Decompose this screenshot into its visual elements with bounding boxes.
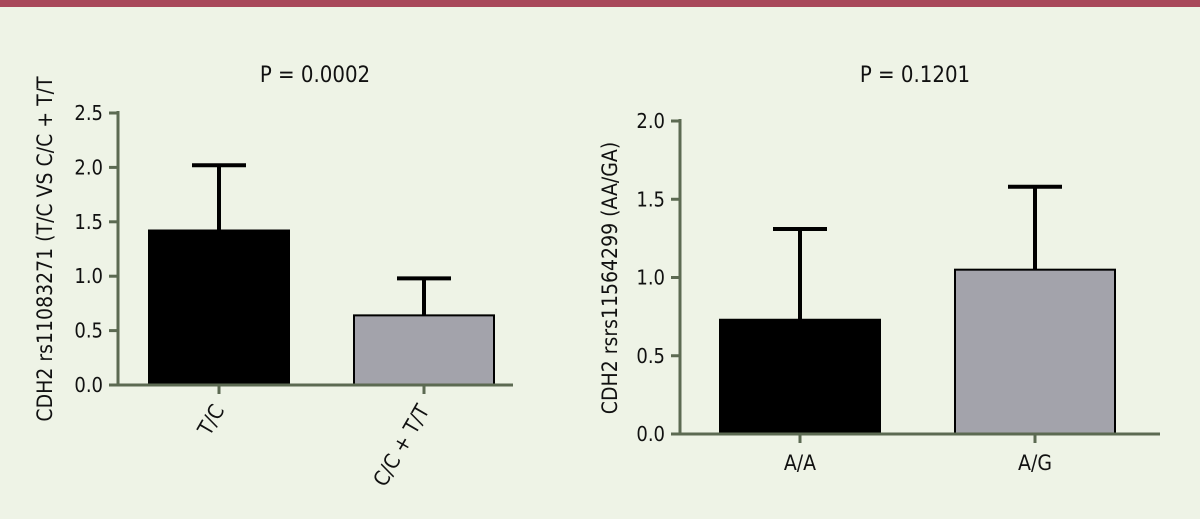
y-tick-label: 2.0 <box>636 109 665 133</box>
y-tick-label: 2.5 <box>74 101 103 125</box>
chart-title: P = 0.0002 <box>260 63 370 88</box>
chart-title: P = 0.1201 <box>860 63 970 88</box>
y-axis-label: CDH2 rsrs11564299 (AA/GA) <box>598 142 622 414</box>
bar-1 <box>148 229 290 386</box>
bar-1 <box>719 318 881 436</box>
y-tick-label: 2.0 <box>74 155 103 179</box>
top-rule <box>0 0 1200 7</box>
bar-2 <box>353 314 495 387</box>
y-tick-label: 0.5 <box>74 319 103 343</box>
chart-1: P = 0.0002 CDH2 rs11083271 (T/C VS C/C + … <box>33 63 513 490</box>
y-tick-label: 1.0 <box>74 264 103 288</box>
y-tick-label: 1.5 <box>636 187 665 211</box>
y-tick-label: 0.0 <box>636 422 665 446</box>
x-tick-label: T/C <box>192 401 229 441</box>
x-tick-label: A/G <box>1018 451 1052 475</box>
y-tick-label: 0.5 <box>636 344 665 368</box>
x-tick-label: A/A <box>784 451 816 475</box>
y-tick-label: 1.0 <box>636 266 665 290</box>
y-tick-label: 0.0 <box>74 373 103 397</box>
chart-2: P = 0.1201 CDH2 rsrs11564299 (AA/GA) 0.0 0.… <box>598 63 1160 475</box>
bar-2 <box>954 268 1116 435</box>
x-tick-label: C/C + T/T <box>369 400 435 490</box>
y-axis-label: CDH2 rs11083271 (T/C VS C/C + T/T <box>33 76 57 422</box>
y-tick-label: 1.5 <box>74 210 103 234</box>
